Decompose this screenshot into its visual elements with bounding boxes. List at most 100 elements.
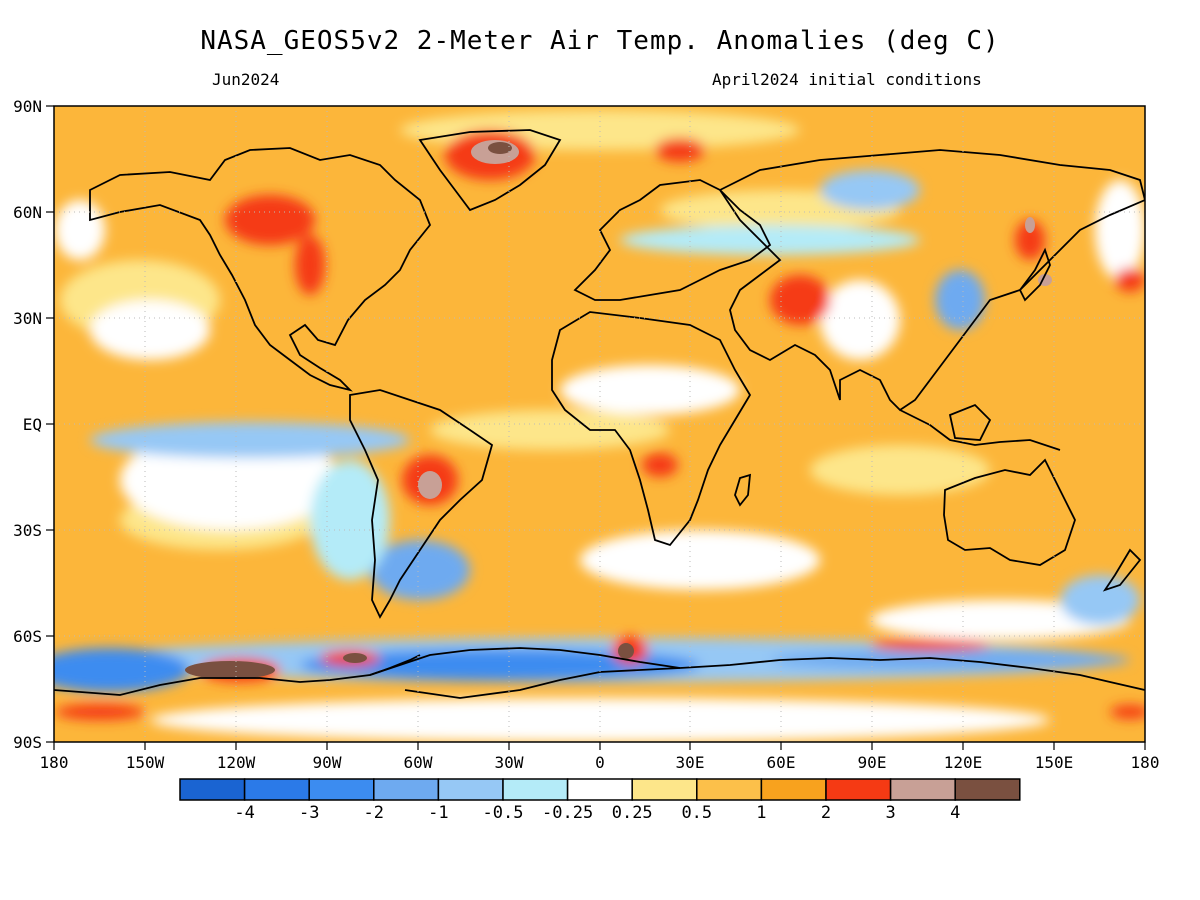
colorbar-swatch: [308, 778, 375, 801]
colorbar-swatch: [954, 778, 1021, 801]
lon-label: 60W: [404, 753, 433, 772]
map-gridlines: [54, 106, 1145, 742]
anomaly-patch: [418, 471, 442, 499]
anomaly-patch: [310, 460, 390, 580]
anomaly-patch: [870, 639, 990, 651]
lon-label: 150W: [126, 753, 165, 772]
colorbar-label: -2: [364, 803, 384, 823]
anomaly-patch: [655, 138, 705, 162]
anomaly-patch: [618, 643, 634, 659]
lat-label: 60S: [13, 627, 42, 646]
initial-conditions-label: April2024 initial conditions: [712, 70, 982, 89]
lat-label: EQ: [23, 415, 42, 434]
coastline-antarctica-inner: [404, 667, 681, 699]
axis-ticks: [46, 105, 1146, 750]
colorbar-swatch: [889, 778, 956, 801]
lat-label: 90N: [13, 97, 42, 116]
lon-label: 120E: [944, 753, 983, 772]
coastline-new-zealand: [1102, 548, 1142, 592]
coastline-japan: [1018, 247, 1051, 302]
anomaly-patch: [90, 300, 210, 360]
anomaly-patch: [1115, 268, 1145, 292]
colorbar-label: 2: [821, 803, 831, 823]
colorbar: [179, 778, 1021, 801]
anomaly-patch: [620, 225, 920, 255]
anomaly-patch: [430, 410, 670, 450]
anomaly-patch: [1060, 575, 1140, 625]
lon-label: 90W: [313, 753, 342, 772]
anomaly-patch: [185, 661, 275, 679]
lat-label: 30N: [13, 309, 42, 328]
anomaly-patch: [225, 195, 315, 245]
anomaly-patch: [1015, 220, 1045, 260]
colorbar-label: -3: [299, 803, 319, 823]
coastline-indonesia: [899, 409, 1061, 451]
colorbar-label: 3: [885, 803, 895, 823]
colorbar-label: 4: [950, 803, 960, 823]
lat-label: 30S: [13, 521, 42, 540]
coastline-madagascar: [734, 473, 752, 507]
anomaly-patch: [90, 422, 410, 458]
anomaly-patch: [642, 453, 678, 477]
anomaly-patch: [55, 200, 105, 260]
anomaly-patch: [54, 648, 190, 692]
colorbar-swatch: [437, 778, 504, 801]
anomaly-patch: [295, 235, 325, 295]
colorbar-swatch: [373, 778, 440, 801]
lon-label: 30W: [495, 753, 524, 772]
coastline-australia: [943, 458, 1076, 566]
colorbar-label: 1: [756, 803, 766, 823]
anomaly-patch: [820, 170, 920, 210]
anomaly-patch: [55, 704, 145, 720]
anomaly-patch: [560, 365, 740, 415]
anomaly-patch: [810, 445, 990, 495]
coastline-europe: [573, 179, 772, 301]
anomaly-patch: [770, 275, 830, 325]
lon-label: 150E: [1035, 753, 1074, 772]
coastline-antarctica: [54, 647, 1145, 696]
colorbar-swatch: [243, 778, 310, 801]
coastline-africa: [551, 311, 752, 547]
colorbar-swatch: [502, 778, 569, 801]
lat-labels: 90N 60N 30N EQ 30S 60S 90S: [13, 97, 42, 752]
coastline-north-america: [89, 147, 432, 392]
colorbar-swatch: [179, 778, 246, 801]
coastline-south-america: [349, 389, 494, 619]
chart-title: NASA_GEOS5v2 2-Meter Air Temp. Anomalies…: [200, 26, 1000, 56]
lon-label: 60E: [767, 753, 796, 772]
anomaly-patch: [580, 530, 820, 590]
lon-label: 90E: [858, 753, 887, 772]
colorbar-swatch: [631, 778, 698, 801]
anomaly-patch: [150, 698, 1050, 742]
anomaly-patch: [1095, 180, 1145, 280]
lon-label: 0: [595, 753, 605, 772]
anomaly-patch: [488, 142, 512, 154]
forecast-month-label: Jun2024: [212, 70, 280, 89]
colorbar-label: -1: [428, 803, 448, 823]
lon-label: 180: [1131, 753, 1160, 772]
colorbar-label: -4: [234, 803, 254, 823]
lon-labels: 180 150W 120W 90W 60W 30W 0 30E 60E 90E …: [40, 753, 1160, 772]
colorbar-swatch: [566, 778, 633, 801]
colorbar-label: -0.5: [483, 803, 524, 823]
colorbar-label: 0.5: [681, 803, 712, 823]
coastlines: [54, 129, 1145, 699]
colorbar-swatch: [760, 778, 827, 801]
colorbar-labels: -4 -3 -2 -1 -0.5 -0.25 0.25 0.5 1 2 3 4: [234, 803, 960, 823]
anomaly-patch: [820, 280, 900, 360]
coastline-borneo: [948, 403, 992, 441]
lat-label: 90S: [13, 733, 42, 752]
lat-label: 60N: [13, 203, 42, 222]
anomaly-patch: [1110, 705, 1145, 719]
colorbar-label: 0.25: [612, 803, 653, 823]
coastline-greenland: [418, 129, 562, 212]
lon-label: 30E: [676, 753, 705, 772]
colorbar-label: -0.25: [542, 803, 593, 823]
anomaly-patch: [370, 540, 470, 600]
colorbar-swatch: [696, 778, 763, 801]
coastline-asia: [718, 149, 1145, 412]
anomaly-patch: [935, 270, 985, 330]
anomaly-patch: [1025, 217, 1035, 233]
lon-label: 180: [40, 753, 69, 772]
